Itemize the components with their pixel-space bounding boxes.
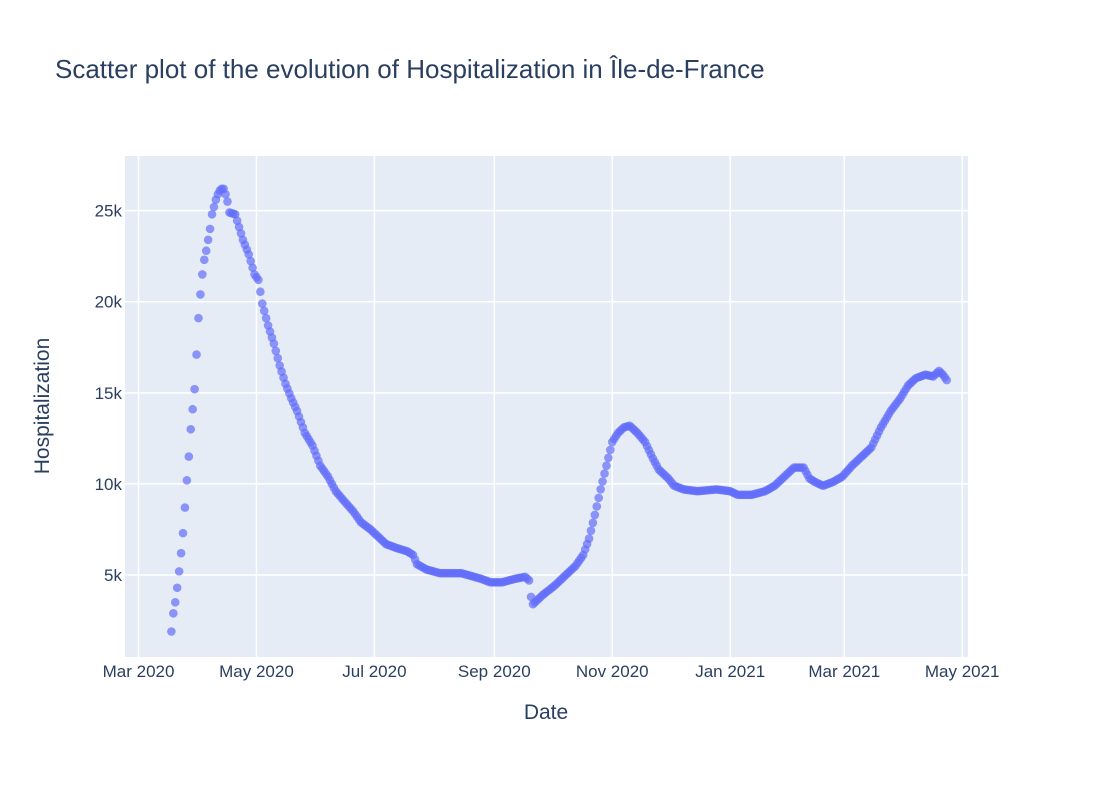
data-point bbox=[590, 510, 600, 520]
x-tick-label: May 2021 bbox=[925, 662, 1000, 681]
chart-title: Scatter plot of the evolution of Hospita… bbox=[55, 54, 765, 84]
data-point bbox=[248, 263, 257, 273]
y-tick-label: 5k bbox=[104, 566, 122, 585]
x-tick-label: Mar 2020 bbox=[103, 662, 175, 681]
x-tick-label: Jan 2021 bbox=[695, 662, 765, 681]
data-point bbox=[180, 503, 190, 512]
data-point bbox=[203, 235, 213, 245]
gridlines bbox=[125, 156, 968, 657]
x-tick-label: May 2020 bbox=[219, 662, 294, 681]
data-point bbox=[584, 534, 594, 543]
data-point bbox=[188, 404, 197, 414]
y-tick-label: 10k bbox=[95, 475, 123, 494]
data-point bbox=[174, 567, 184, 576]
data-point bbox=[223, 197, 232, 206]
data-point bbox=[209, 202, 219, 212]
data-point bbox=[592, 502, 602, 511]
data-point bbox=[246, 256, 255, 266]
data-point bbox=[261, 313, 271, 323]
data-point bbox=[199, 255, 209, 265]
plot-area bbox=[125, 156, 968, 657]
data-point bbox=[596, 485, 605, 494]
data-point bbox=[221, 189, 230, 199]
data-point bbox=[194, 313, 203, 323]
data-point bbox=[598, 477, 607, 486]
data-point bbox=[942, 375, 952, 385]
data-point bbox=[600, 469, 609, 478]
data-point bbox=[207, 210, 217, 219]
data-point bbox=[176, 548, 186, 558]
x-tick-label: Jul 2020 bbox=[342, 662, 406, 681]
data-point bbox=[602, 461, 611, 471]
data-point bbox=[205, 224, 215, 234]
data-point bbox=[182, 475, 192, 485]
data-point bbox=[178, 528, 188, 538]
data-point bbox=[186, 424, 196, 434]
data-point bbox=[198, 270, 207, 279]
data-point bbox=[244, 250, 254, 259]
data-point bbox=[172, 583, 182, 593]
data-point bbox=[196, 290, 205, 299]
data-point bbox=[190, 384, 199, 394]
data-point bbox=[257, 299, 267, 308]
data-point bbox=[259, 306, 269, 316]
data-point bbox=[273, 353, 283, 363]
data-point bbox=[192, 350, 201, 359]
data-point bbox=[201, 246, 211, 256]
data-point bbox=[604, 453, 613, 463]
y-axis-title: Hospitalization bbox=[31, 338, 54, 475]
data-point bbox=[524, 576, 534, 585]
x-tick-label: Sep 2020 bbox=[458, 662, 531, 681]
data-point bbox=[169, 608, 178, 618]
data-point bbox=[586, 526, 596, 535]
data-point bbox=[170, 598, 180, 607]
x-axis-title: Date bbox=[524, 701, 568, 724]
x-tick-label: Mar 2021 bbox=[808, 662, 880, 681]
y-tick-label: 20k bbox=[95, 293, 123, 312]
y-axis-ticks: 5k 10k 15k 20k 25k bbox=[95, 202, 123, 585]
x-tick-label: Nov 2020 bbox=[576, 662, 649, 681]
y-tick-label: 15k bbox=[95, 384, 123, 403]
data-point bbox=[167, 627, 176, 636]
data-point bbox=[269, 339, 279, 348]
data-point bbox=[271, 346, 281, 356]
data-point bbox=[184, 452, 194, 461]
data-point bbox=[606, 445, 615, 455]
x-axis-ticks: Mar 2020 May 2020 Jul 2020 Sep 2020 Nov 2020… bbox=[103, 662, 1000, 681]
data-point bbox=[594, 493, 603, 503]
data-point bbox=[588, 518, 598, 528]
y-tick-label: 25k bbox=[95, 202, 123, 221]
data-points bbox=[167, 184, 952, 636]
data-point bbox=[254, 275, 263, 285]
data-point bbox=[256, 287, 265, 297]
